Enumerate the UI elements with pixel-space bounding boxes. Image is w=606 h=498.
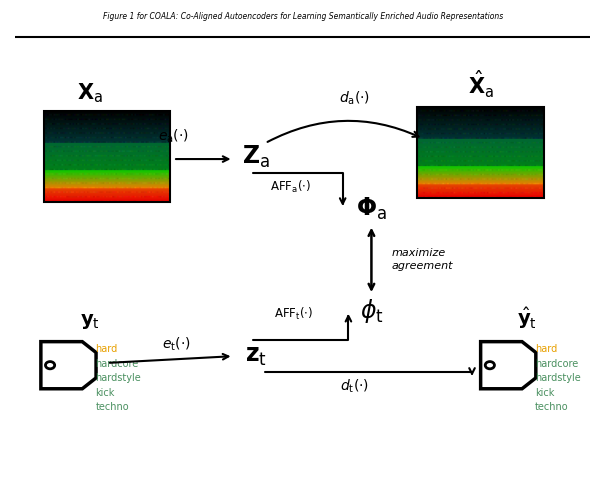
- Bar: [418, 107, 544, 198]
- Text: techno: techno: [535, 402, 569, 412]
- Text: $\mathbf{X}_{\rm a}$: $\mathbf{X}_{\rm a}$: [77, 81, 102, 105]
- Bar: [44, 112, 170, 202]
- Text: $\mathrm{AFF}_{\rm t}(\cdot)$: $\mathrm{AFF}_{\rm t}(\cdot)$: [275, 306, 313, 322]
- Text: hardcore: hardcore: [535, 359, 579, 369]
- Text: $\mathbf{\Phi}_{\rm a}$: $\mathbf{\Phi}_{\rm a}$: [356, 196, 387, 222]
- Text: $\mathbf{y}_{\rm t}$: $\mathbf{y}_{\rm t}$: [80, 312, 99, 331]
- Text: $d_{\rm a}(\cdot)$: $d_{\rm a}(\cdot)$: [339, 90, 370, 107]
- Text: techno: techno: [96, 402, 129, 412]
- Text: $d_{\rm t}(\cdot)$: $d_{\rm t}(\cdot)$: [339, 377, 368, 394]
- Text: $\hat{\mathbf{X}}_{\rm a}$: $\hat{\mathbf{X}}_{\rm a}$: [468, 69, 494, 100]
- Text: $e_{\rm t}(\cdot)$: $e_{\rm t}(\cdot)$: [162, 335, 190, 353]
- Text: hardcore: hardcore: [96, 359, 139, 369]
- Text: hard: hard: [96, 344, 118, 355]
- Text: hardstyle: hardstyle: [96, 374, 141, 383]
- Text: $e_{\rm a}(\cdot)$: $e_{\rm a}(\cdot)$: [158, 128, 188, 145]
- Text: Figure 1 for COALA: Co-Aligned Autoencoders for Learning Semantically Enriched A: Figure 1 for COALA: Co-Aligned Autoencod…: [103, 12, 503, 21]
- Text: $\mathbf{Z}_{\rm a}$: $\mathbf{Z}_{\rm a}$: [242, 144, 270, 170]
- Text: kick: kick: [535, 388, 554, 398]
- Text: $\phi_{\rm t}$: $\phi_{\rm t}$: [359, 297, 383, 325]
- Text: $\mathbf{z}_{\rm t}$: $\mathbf{z}_{\rm t}$: [245, 344, 267, 368]
- Text: hardstyle: hardstyle: [535, 374, 581, 383]
- Text: hard: hard: [535, 344, 558, 355]
- Text: $\hat{\mathbf{y}}_{\rm t}$: $\hat{\mathbf{y}}_{\rm t}$: [517, 305, 536, 331]
- Text: kick: kick: [96, 388, 115, 398]
- Text: $\mathrm{AFF}_{\rm a}(\cdot)$: $\mathrm{AFF}_{\rm a}(\cdot)$: [270, 179, 311, 195]
- Text: maximize
agreement: maximize agreement: [391, 249, 453, 271]
